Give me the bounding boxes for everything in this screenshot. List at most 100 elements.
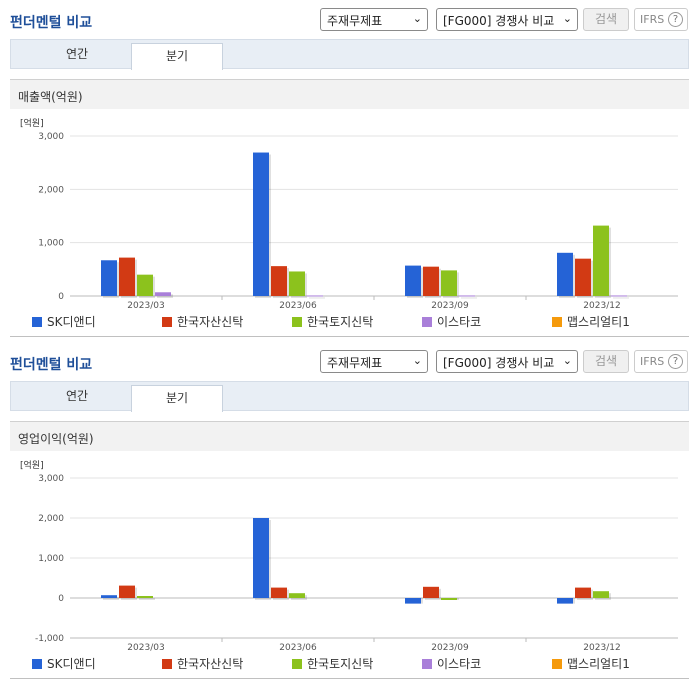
legend-label: 맵스리얼티1 — [567, 657, 630, 671]
bar — [575, 587, 591, 598]
legend-label: 한국토지신탁 — [307, 315, 374, 329]
panel-title: 펀더멘털 비교 — [10, 15, 93, 31]
y-tick-label: 3,000 — [38, 132, 64, 142]
period-tabs: 연간 분기 — [10, 381, 689, 412]
statement-select[interactable]: 주재무제표 ⌄ — [320, 8, 428, 31]
tab-quarterly[interactable]: 분기 — [131, 385, 223, 412]
legend-item[interactable]: SK디앤디 — [32, 313, 96, 330]
legend-swatch — [162, 317, 172, 327]
bar — [271, 266, 287, 296]
bar — [557, 252, 573, 296]
legend-item[interactable]: 맵스리얼티1 — [552, 313, 630, 330]
x-tick-label: 2023/06 — [279, 643, 317, 653]
bar — [441, 270, 457, 296]
x-tick-label: 2023/12 — [583, 643, 620, 653]
x-tick-label: 2023/06 — [279, 301, 317, 311]
legend-item[interactable]: 한국자산신탁 — [162, 313, 243, 330]
bar — [405, 265, 421, 296]
legend-swatch — [422, 659, 432, 669]
ifrs-help-button[interactable]: IFRS ? — [634, 350, 688, 373]
ifrs-label: IFRS — [640, 13, 665, 26]
chart-legend: SK디앤디 한국자산신탁 한국토지신탁 이스타코 맵스리얼티1 — [10, 655, 689, 671]
legend-item[interactable]: SK디앤디 — [32, 655, 96, 672]
legend-item[interactable]: 이스타코 — [422, 655, 481, 672]
statement-select-value: 주재무제표 — [327, 14, 383, 28]
help-icon: ? — [668, 354, 683, 369]
bar — [289, 271, 305, 296]
bar-shadow — [157, 294, 173, 298]
bar — [137, 596, 153, 598]
bar — [423, 586, 439, 598]
comparison-select[interactable]: [FG000] 경쟁사 비교 ⌄ — [436, 350, 578, 373]
y-tick-label: 1,000 — [38, 239, 64, 249]
statement-select-value: 주재무제표 — [327, 356, 383, 370]
x-tick-label: 2023/03 — [127, 643, 164, 653]
chevron-down-icon: ⌄ — [412, 12, 422, 25]
tab-quarterly[interactable]: 분기 — [131, 43, 223, 70]
legend-label: 맵스리얼티1 — [567, 315, 630, 329]
bar-shadow — [613, 297, 629, 299]
comparison-select[interactable]: [FG000] 경쟁사 비교 ⌄ — [436, 8, 578, 31]
y-tick-label: 2,000 — [38, 185, 64, 195]
search-button[interactable]: 검색 — [583, 350, 629, 373]
bar — [137, 274, 153, 296]
legend-item[interactable]: 한국토지신탁 — [292, 313, 373, 330]
legend-item[interactable]: 한국토지신탁 — [292, 655, 373, 672]
bar-shadow — [461, 297, 477, 299]
statement-select[interactable]: 주재무제표 ⌄ — [320, 350, 428, 373]
ifrs-label: IFRS — [640, 355, 665, 368]
legend-label: SK디앤디 — [47, 315, 96, 329]
bar — [101, 260, 117, 296]
legend-item[interactable]: 이스타코 — [422, 313, 481, 330]
y-tick-label: 1,000 — [38, 554, 64, 564]
y-tick-label: 2,000 — [38, 514, 64, 524]
y-unit-label: [억원] — [20, 117, 44, 129]
section-title: 매출액(억원) — [18, 90, 83, 104]
y-tick-label: 0 — [58, 594, 64, 604]
bar — [307, 295, 323, 297]
legend-swatch — [292, 317, 302, 327]
legend-label: 한국토지신탁 — [307, 657, 374, 671]
comparison-select-value: [FG000] 경쟁사 비교 — [443, 14, 555, 28]
section-header: 매출액(억원) — [10, 79, 689, 109]
bar — [253, 152, 269, 296]
bar — [271, 587, 287, 598]
legend-swatch — [422, 317, 432, 327]
bar — [119, 585, 135, 598]
y-tick-label: 0 — [58, 292, 64, 302]
y-tick-label: -1,000 — [35, 634, 64, 644]
bar — [557, 598, 573, 604]
chart-legend: SK디앤디 한국자산신탁 한국토지신탁 이스타코 맵스리얼티1 — [10, 313, 689, 329]
bar — [593, 591, 609, 598]
legend-label: 한국자산신탁 — [177, 657, 244, 671]
bar — [575, 258, 591, 296]
revenue-chart: [억원] 0 1,000 2,000 3,000 2023/03 2023/06 2023/0… — [20, 117, 678, 311]
tab-annual[interactable]: 연간 — [65, 47, 89, 61]
section-title: 영업이익(억원) — [18, 432, 94, 446]
chevron-down-icon: ⌄ — [562, 354, 572, 367]
bar — [101, 595, 117, 598]
ifrs-help-button[interactable]: IFRS ? — [634, 8, 688, 31]
comparison-select-value: [FG000] 경쟁사 비교 — [443, 356, 555, 370]
legend-label: 한국자산신탁 — [177, 315, 244, 329]
chevron-down-icon: ⌄ — [562, 12, 572, 25]
fundamental-panel-revenue: 펀더멘털 비교 주재무제표 ⌄ [FG000] 경쟁사 비교 ⌄ 검색 IFRS… — [10, 8, 689, 337]
search-button[interactable]: 검색 — [583, 8, 629, 31]
divider — [10, 336, 689, 337]
legend-swatch — [32, 317, 42, 327]
operating-profit-chart: [억원] -1,000 0 1,000 2,000 3,000 2023/03 2023/06… — [20, 459, 678, 653]
bar — [611, 295, 627, 297]
x-tick-label: 2023/09 — [431, 301, 469, 311]
legend-item[interactable]: 맵스리얼티1 — [552, 655, 630, 672]
bar — [459, 295, 475, 297]
legend-swatch — [32, 659, 42, 669]
bar-shadow — [139, 598, 155, 600]
legend-swatch — [162, 659, 172, 669]
legend-item[interactable]: 한국자산신탁 — [162, 655, 243, 672]
legend-swatch — [292, 659, 302, 669]
bar-shadow — [103, 597, 119, 600]
bar-shadow — [309, 297, 325, 299]
bar — [423, 266, 439, 296]
tab-annual[interactable]: 연간 — [65, 389, 89, 403]
panel-title: 펀더멘털 비교 — [10, 357, 93, 373]
